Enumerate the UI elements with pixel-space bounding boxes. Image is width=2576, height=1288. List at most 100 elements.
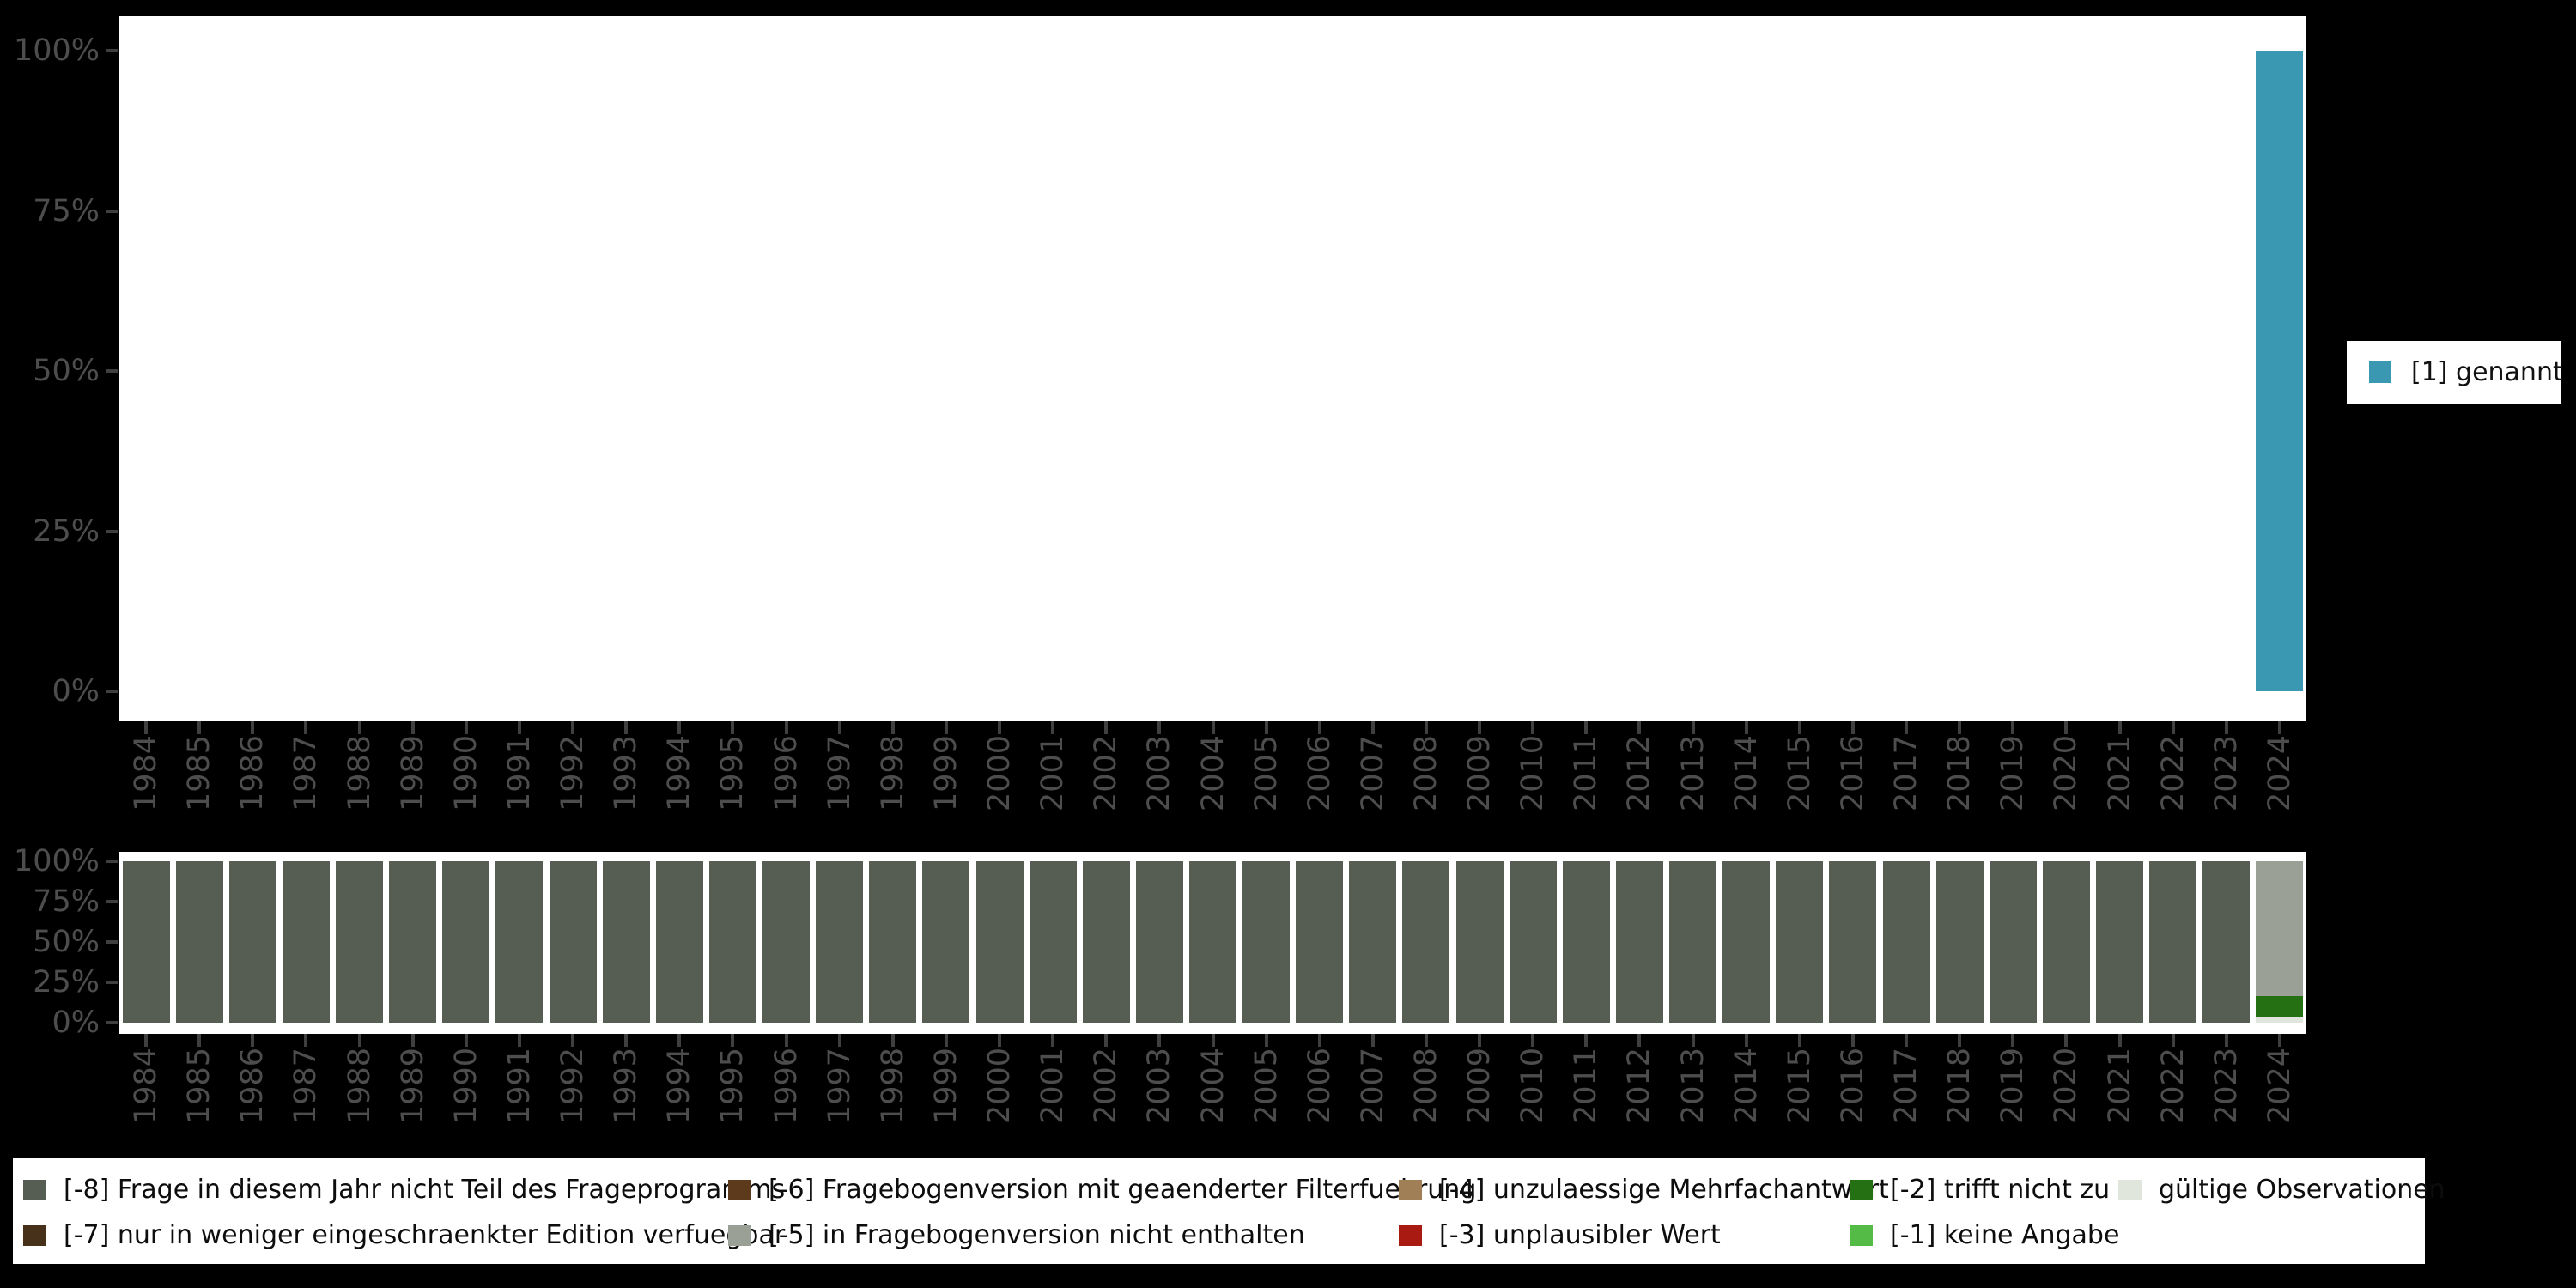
x-axis-tick-label: 1997 xyxy=(822,1047,857,1124)
x-axis-tick-label: 2023 xyxy=(2208,1047,2244,1124)
x-axis-tick-label: 2021 xyxy=(2102,1047,2137,1124)
bottom-legend: [-8] Frage in diesem Jahr nicht Teil des… xyxy=(13,1158,2445,1264)
legend-label: [-6] Fragebogenversion mit geaenderter F… xyxy=(769,1175,1477,1205)
x-axis-tick-label: 2021 xyxy=(2102,734,2137,811)
bar-segment-2017 xyxy=(1882,861,1930,1023)
x-axis-tick xyxy=(1850,1034,1855,1047)
x-axis-tick xyxy=(784,721,788,734)
legend-swatch xyxy=(1399,1180,1422,1200)
x-axis-tick xyxy=(1370,721,1375,734)
x-axis-tick xyxy=(2117,721,2122,734)
bar-segment-2005 xyxy=(1242,861,1291,1023)
y-axis-tick xyxy=(106,690,118,693)
legend-label: [-7] nur in weniger eingeschraenkter Edi… xyxy=(64,1220,786,1250)
x-axis-tick xyxy=(571,721,575,734)
x-axis-tick-label: 2006 xyxy=(1302,734,1337,811)
x-axis-tick-label: 1986 xyxy=(235,1047,270,1124)
x-axis-tick xyxy=(1744,721,1748,734)
bar-segment-1995 xyxy=(708,861,756,1023)
x-axis-tick-label: 2007 xyxy=(1355,734,1390,811)
bar-segment-1984 xyxy=(122,861,170,1023)
legend-item: gültige Observationen xyxy=(2118,1177,2445,1203)
bar-segment-1991 xyxy=(495,861,544,1023)
bar-segment-2015 xyxy=(1776,861,1824,1023)
bar-segment-2002 xyxy=(1082,861,1130,1023)
x-axis-tick-label: 1986 xyxy=(235,734,270,811)
bar-segment-1989 xyxy=(389,861,437,1023)
x-axis-tick xyxy=(1958,721,1962,734)
x-axis-tick-label: 2010 xyxy=(1516,734,1551,811)
x-axis-tick xyxy=(2011,1034,2015,1047)
legend-item: [-4] unzulaessige Mehrfachantwort xyxy=(1399,1177,1889,1203)
x-axis-tick xyxy=(2224,721,2228,734)
x-axis-tick-label: 1989 xyxy=(395,734,430,811)
y-axis-tick-label: 100% xyxy=(13,844,100,878)
x-axis-tick-label: 2018 xyxy=(1942,734,1978,811)
x-axis-tick-label: 1992 xyxy=(556,1047,591,1124)
x-axis-tick xyxy=(1051,721,1055,734)
bar-segment-2024 xyxy=(2256,1017,2304,1023)
x-axis-tick-label: 2016 xyxy=(1835,734,1870,811)
x-axis-tick-label: 2000 xyxy=(982,1047,1017,1124)
x-axis-tick-label: 1984 xyxy=(129,1047,164,1124)
bar-segment-2007 xyxy=(1349,861,1397,1023)
x-axis-tick-label: 2012 xyxy=(1622,1047,1657,1124)
x-axis-tick-label: 1987 xyxy=(289,734,324,811)
legend-swatch xyxy=(2118,1180,2142,1200)
x-axis-tick-label: 1988 xyxy=(342,734,377,811)
x-axis-tick-label: 1994 xyxy=(662,734,697,811)
x-axis-tick-label: 1992 xyxy=(556,734,591,811)
x-axis-tick xyxy=(1104,721,1109,734)
x-axis-tick xyxy=(1264,1034,1268,1047)
x-axis-tick-label: 1990 xyxy=(448,1047,483,1124)
x-axis-tick xyxy=(197,1034,202,1047)
x-axis-tick xyxy=(1317,721,1321,734)
x-axis-tick xyxy=(2064,1034,2069,1047)
x-axis-tick-label: 1993 xyxy=(609,1047,644,1124)
x-axis-tick xyxy=(998,1034,1001,1047)
x-axis-tick-label: 2007 xyxy=(1355,1047,1390,1124)
bar-segment-2001 xyxy=(1029,861,1077,1023)
x-axis-tick xyxy=(197,721,202,734)
x-axis-tick xyxy=(357,721,361,734)
x-axis-tick-label: 2018 xyxy=(1942,1047,1978,1124)
x-axis-tick-label: 2015 xyxy=(1782,1047,1817,1124)
x-axis-tick xyxy=(944,1034,948,1047)
x-axis-tick xyxy=(1691,1034,1695,1047)
x-axis-tick-label: 2014 xyxy=(1728,734,1764,811)
x-axis-tick-label: 2005 xyxy=(1249,1047,1284,1124)
y-axis-tick xyxy=(106,860,118,863)
x-axis-tick xyxy=(677,1034,682,1047)
legend-item: [-8] Frage in diesem Jahr nicht Teil des… xyxy=(23,1177,785,1203)
legend-label: [-3] unplausibler Wert xyxy=(1439,1220,1721,1250)
x-axis-tick xyxy=(1797,721,1801,734)
y-axis-tick xyxy=(106,369,118,373)
x-axis-tick-label: 2002 xyxy=(1089,1047,1124,1124)
x-axis-tick-label: 2013 xyxy=(1675,734,1710,811)
bar-segment-2012 xyxy=(1615,861,1663,1023)
x-axis-tick-label: 1991 xyxy=(501,734,537,811)
x-axis-tick-label: 2023 xyxy=(2208,734,2244,811)
x-axis-tick xyxy=(1370,1034,1375,1047)
y-axis-tick xyxy=(106,1021,118,1024)
x-axis-tick-label: 2010 xyxy=(1516,1047,1551,1124)
bar-segment-2019 xyxy=(1989,861,2037,1023)
x-axis-tick xyxy=(251,721,255,734)
bar-segment-2009 xyxy=(1455,861,1504,1023)
x-axis-tick-label: 1997 xyxy=(822,734,857,811)
legend-item: [-5] in Fragebogenversion nicht enthalte… xyxy=(728,1223,1305,1249)
x-axis-tick xyxy=(251,1034,255,1047)
x-axis-tick xyxy=(1691,721,1695,734)
bar-segment-2013 xyxy=(1669,861,1717,1023)
x-axis-tick xyxy=(1051,1034,1055,1047)
bar-segment-1996 xyxy=(762,861,811,1023)
x-axis-tick xyxy=(1797,1034,1801,1047)
top-chart-panel xyxy=(119,16,2306,721)
x-axis-tick xyxy=(890,1034,895,1047)
y-axis-tick-label: 75% xyxy=(33,884,100,919)
x-axis-tick-label: 1993 xyxy=(609,734,644,811)
y-axis-tick-label: 0% xyxy=(52,1005,100,1040)
x-axis-tick xyxy=(1478,1034,1482,1047)
bar-segment-2024 xyxy=(2256,861,2304,996)
